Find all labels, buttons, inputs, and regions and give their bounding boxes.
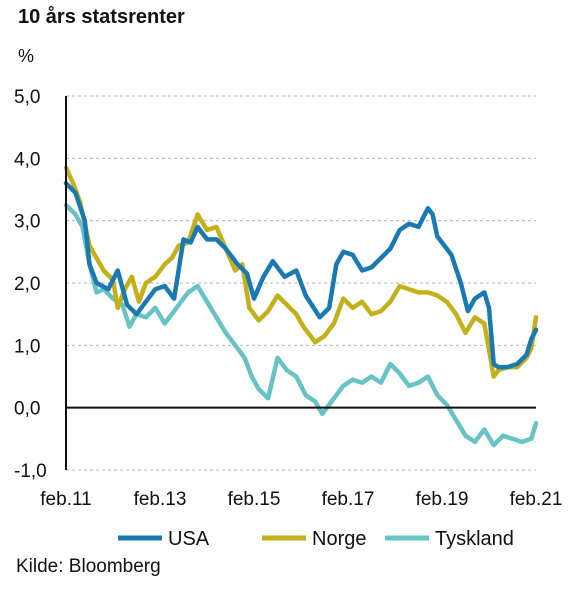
y-tick-label: 4,0 bbox=[14, 149, 40, 170]
series-line-norge bbox=[63, 165, 539, 379]
series-lines bbox=[63, 165, 539, 448]
x-tick-label: feb.19 bbox=[416, 489, 469, 510]
y-axis-unit-label: % bbox=[18, 46, 35, 66]
legend: USA Norge Tyskland bbox=[118, 528, 514, 550]
y-tick-label: 2,0 bbox=[14, 274, 40, 295]
x-tick-label: feb.15 bbox=[228, 489, 281, 510]
y-tick-label: -1,0 bbox=[14, 461, 47, 482]
x-tick-label: feb.13 bbox=[134, 489, 187, 510]
chart-title: 10 års statsrenter bbox=[18, 6, 185, 28]
x-tick-label: feb.11 bbox=[40, 489, 91, 510]
legend-label-norge: Norge bbox=[312, 528, 366, 550]
y-tick-label: 1,0 bbox=[14, 336, 40, 357]
series-line-usa bbox=[63, 181, 539, 370]
x-tick-label: feb.21 bbox=[510, 489, 563, 510]
y-tick-label: 5,0 bbox=[14, 87, 40, 108]
source-note: Kilde: Bloomberg bbox=[16, 556, 161, 577]
y-tick-label: 3,0 bbox=[14, 212, 40, 233]
y-tick-label: 0,0 bbox=[14, 399, 40, 420]
legend-label-usa: USA bbox=[168, 528, 210, 550]
axes bbox=[65, 96, 536, 470]
legend-label-tyskland: Tyskland bbox=[435, 528, 514, 550]
x-tick-labels: feb.11 feb.13 feb.15 feb.17 feb.19 feb.21 bbox=[40, 489, 562, 510]
x-tick-label: feb.17 bbox=[322, 489, 375, 510]
y-tick-labels: 5,0 4,0 3,0 2,0 1,0 0,0 -1,0 bbox=[14, 87, 47, 482]
